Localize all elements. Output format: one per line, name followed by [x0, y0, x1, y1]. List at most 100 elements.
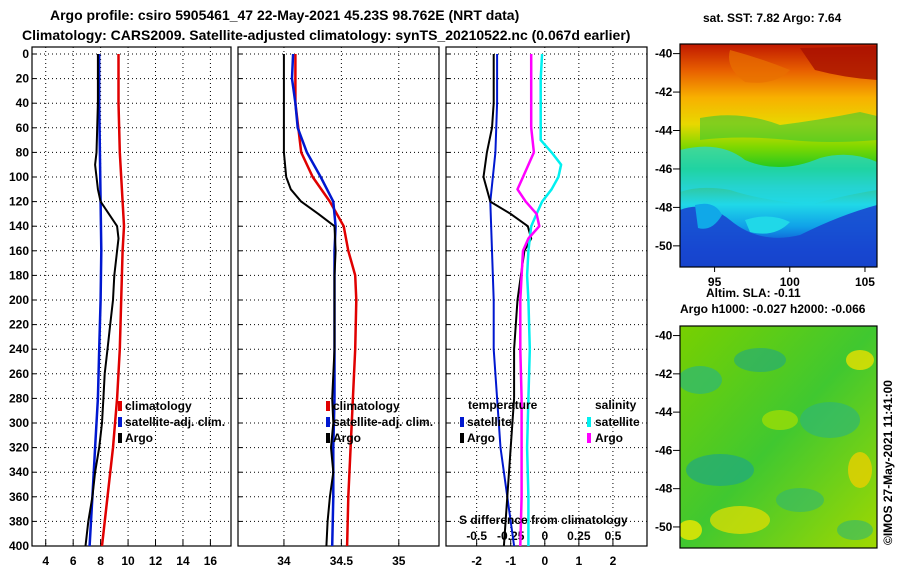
legend-swatch-sal-argo: [587, 433, 591, 443]
map-y-tick-label: -48: [655, 200, 673, 214]
salinity-frame: [237, 46, 440, 547]
x-tick-label: 10: [121, 554, 135, 568]
y-tick-label: 140: [9, 219, 29, 233]
legend-label-sal-satellite: satellite: [595, 415, 640, 429]
y-tick-label: 220: [9, 318, 29, 332]
difference-frame: [445, 46, 648, 547]
legend-label-climatology: climatology: [333, 399, 400, 413]
series-line-argo: [84, 54, 120, 547]
x-top-tick-label: -0.5: [466, 529, 487, 543]
salinity-legend: climatology satellite-adj. clim. Argo: [326, 399, 433, 445]
y-tick-label: 120: [9, 195, 29, 209]
map-x-tick-label: 95: [708, 275, 722, 289]
series-line-satellite-adj-clim-: [88, 54, 103, 547]
map-x-tick-label: 105: [855, 275, 875, 289]
sla-map-panel: Altim. SLA: -0.11 Argo h1000: -0.027 h20…: [655, 286, 878, 549]
y-tick-label: 20: [16, 72, 30, 86]
y-tick-label: 300: [9, 416, 29, 430]
sst-map-frame: [679, 43, 878, 268]
y-tick-label: 100: [9, 170, 29, 184]
difference-panel: -2 -1 0 1 2 -0.5 -0.25 0 0.25 0.5 temperature sa…: [445, 46, 648, 568]
y-tick-label: 280: [9, 391, 29, 405]
y-tick-label: 320: [9, 441, 29, 455]
title-line1: Argo profile: csiro 5905461_47 22-May-20…: [50, 7, 519, 23]
y-tick-label: 160: [9, 244, 29, 258]
map-y-tick-label: -50: [655, 239, 673, 253]
x-tick-label: 4: [42, 554, 49, 568]
x-tick-label: 16: [204, 554, 218, 568]
x-tick-label: 34: [277, 554, 291, 568]
y-tick-label: 80: [16, 145, 30, 159]
legend-swatch-satellite: [326, 417, 330, 427]
legend-label-satellite: satellite-adj. clim.: [333, 415, 433, 429]
x-tick-label: -1: [505, 554, 516, 568]
y-tick-label: 60: [16, 121, 30, 135]
y-tick-label: 200: [9, 293, 29, 307]
y-tick-label: 340: [9, 465, 29, 479]
series-line-salinity-argo: [516, 54, 541, 547]
legend-label-temp-argo: Argo: [467, 431, 495, 445]
x-top-tick-label: 0.5: [605, 529, 622, 543]
title-line2: Climatology: CARS2009. Satellite-adjuste…: [22, 27, 630, 43]
series-line-climatology: [294, 54, 358, 547]
x-tick-label: -2: [471, 554, 482, 568]
x-tick-label: 34.5: [330, 554, 354, 568]
y-tick-label: 40: [16, 96, 30, 110]
legend-title-temperature: temperature: [468, 398, 538, 412]
map-y-tick-label: -40: [655, 329, 673, 343]
map-y-tick-label: -42: [655, 85, 673, 99]
legend-label-sal-argo: Argo: [595, 431, 623, 445]
legend-swatch-temp-argo: [460, 433, 464, 443]
sst-map-panel: sat. SST: 7.82 Argo: 7.64 -40 -42 -44 -46 -4…: [655, 11, 878, 289]
map-y-tick-label: -40: [655, 47, 673, 61]
salinity-panel: 34 34.5 35 climatology satellite-adj. clim…: [237, 46, 440, 568]
x-tick-label: 8: [97, 554, 104, 568]
legend-swatch-climatology: [326, 401, 330, 411]
series-line-satellite-adj-clim-: [290, 53, 337, 547]
legend-swatch-sal-satellite: [587, 417, 591, 427]
difference-xlabel: S difference from climatology: [459, 513, 628, 527]
sla-map-frame: [679, 325, 878, 549]
y-tick-label: 260: [9, 367, 29, 381]
sst-map-title: sat. SST: 7.82 Argo: 7.64: [703, 11, 842, 25]
x-tick-label: 1: [576, 554, 583, 568]
sla-map-title-1: Altim. SLA: -0.11: [706, 286, 801, 300]
series-line-temperature-satellite: [489, 54, 516, 547]
legend-label-argo: Argo: [333, 431, 361, 445]
map-y-tick-label: -46: [655, 443, 673, 457]
map-y-tick-label: -44: [655, 405, 673, 419]
x-top-tick-label: 0.25: [567, 529, 591, 543]
legend-label-temp-satellite: satellite: [467, 415, 512, 429]
legend-swatch-satellite: [118, 417, 122, 427]
x-tick-label: 12: [149, 554, 163, 568]
x-top-tick-label: 0: [541, 529, 548, 543]
x-tick-label: 2: [610, 554, 617, 568]
x-tick-label: 0: [541, 554, 548, 568]
sla-map-title-2: Argo h1000: -0.027 h2000: -0.066: [680, 302, 866, 316]
series-line-salinity-satellite: [525, 53, 563, 546]
map-y-tick-label: -46: [655, 162, 673, 176]
map-y-tick-label: -50: [655, 520, 673, 534]
series-line-argo: [282, 54, 337, 547]
legend-swatch-argo: [326, 433, 330, 443]
x-tick-label: 35: [392, 554, 406, 568]
y-tick-label: 0: [22, 47, 29, 61]
map-x-tick-label: 100: [780, 275, 800, 289]
y-tick-label: 400: [9, 539, 29, 553]
y-tick-label: 380: [9, 514, 29, 528]
y-tick-label: 360: [9, 490, 29, 504]
legend-title-salinity: salinity: [595, 398, 637, 412]
credit-text: ©IMOS 27-May-2021 11:41:00: [881, 380, 895, 545]
legend-swatch-climatology: [118, 401, 122, 411]
x-tick-label: 14: [176, 554, 190, 568]
difference-legend: temperature satellite Argo salinity sate…: [460, 398, 640, 445]
temperature-legend: climatology satellite-adj. clim. Argo: [118, 399, 225, 445]
sst-heatmap: [680, 44, 877, 267]
legend-label-climatology: climatology: [125, 399, 192, 413]
legend-label-satellite: satellite-adj. clim.: [125, 415, 225, 429]
series-line-climatology: [100, 54, 126, 547]
temperature-frame: [31, 46, 232, 547]
temperature-panel: 0 20 40 60 80 100 120 140 160 180 200 220 240 260 280 3…: [9, 46, 232, 568]
legend-label-argo: Argo: [125, 431, 153, 445]
